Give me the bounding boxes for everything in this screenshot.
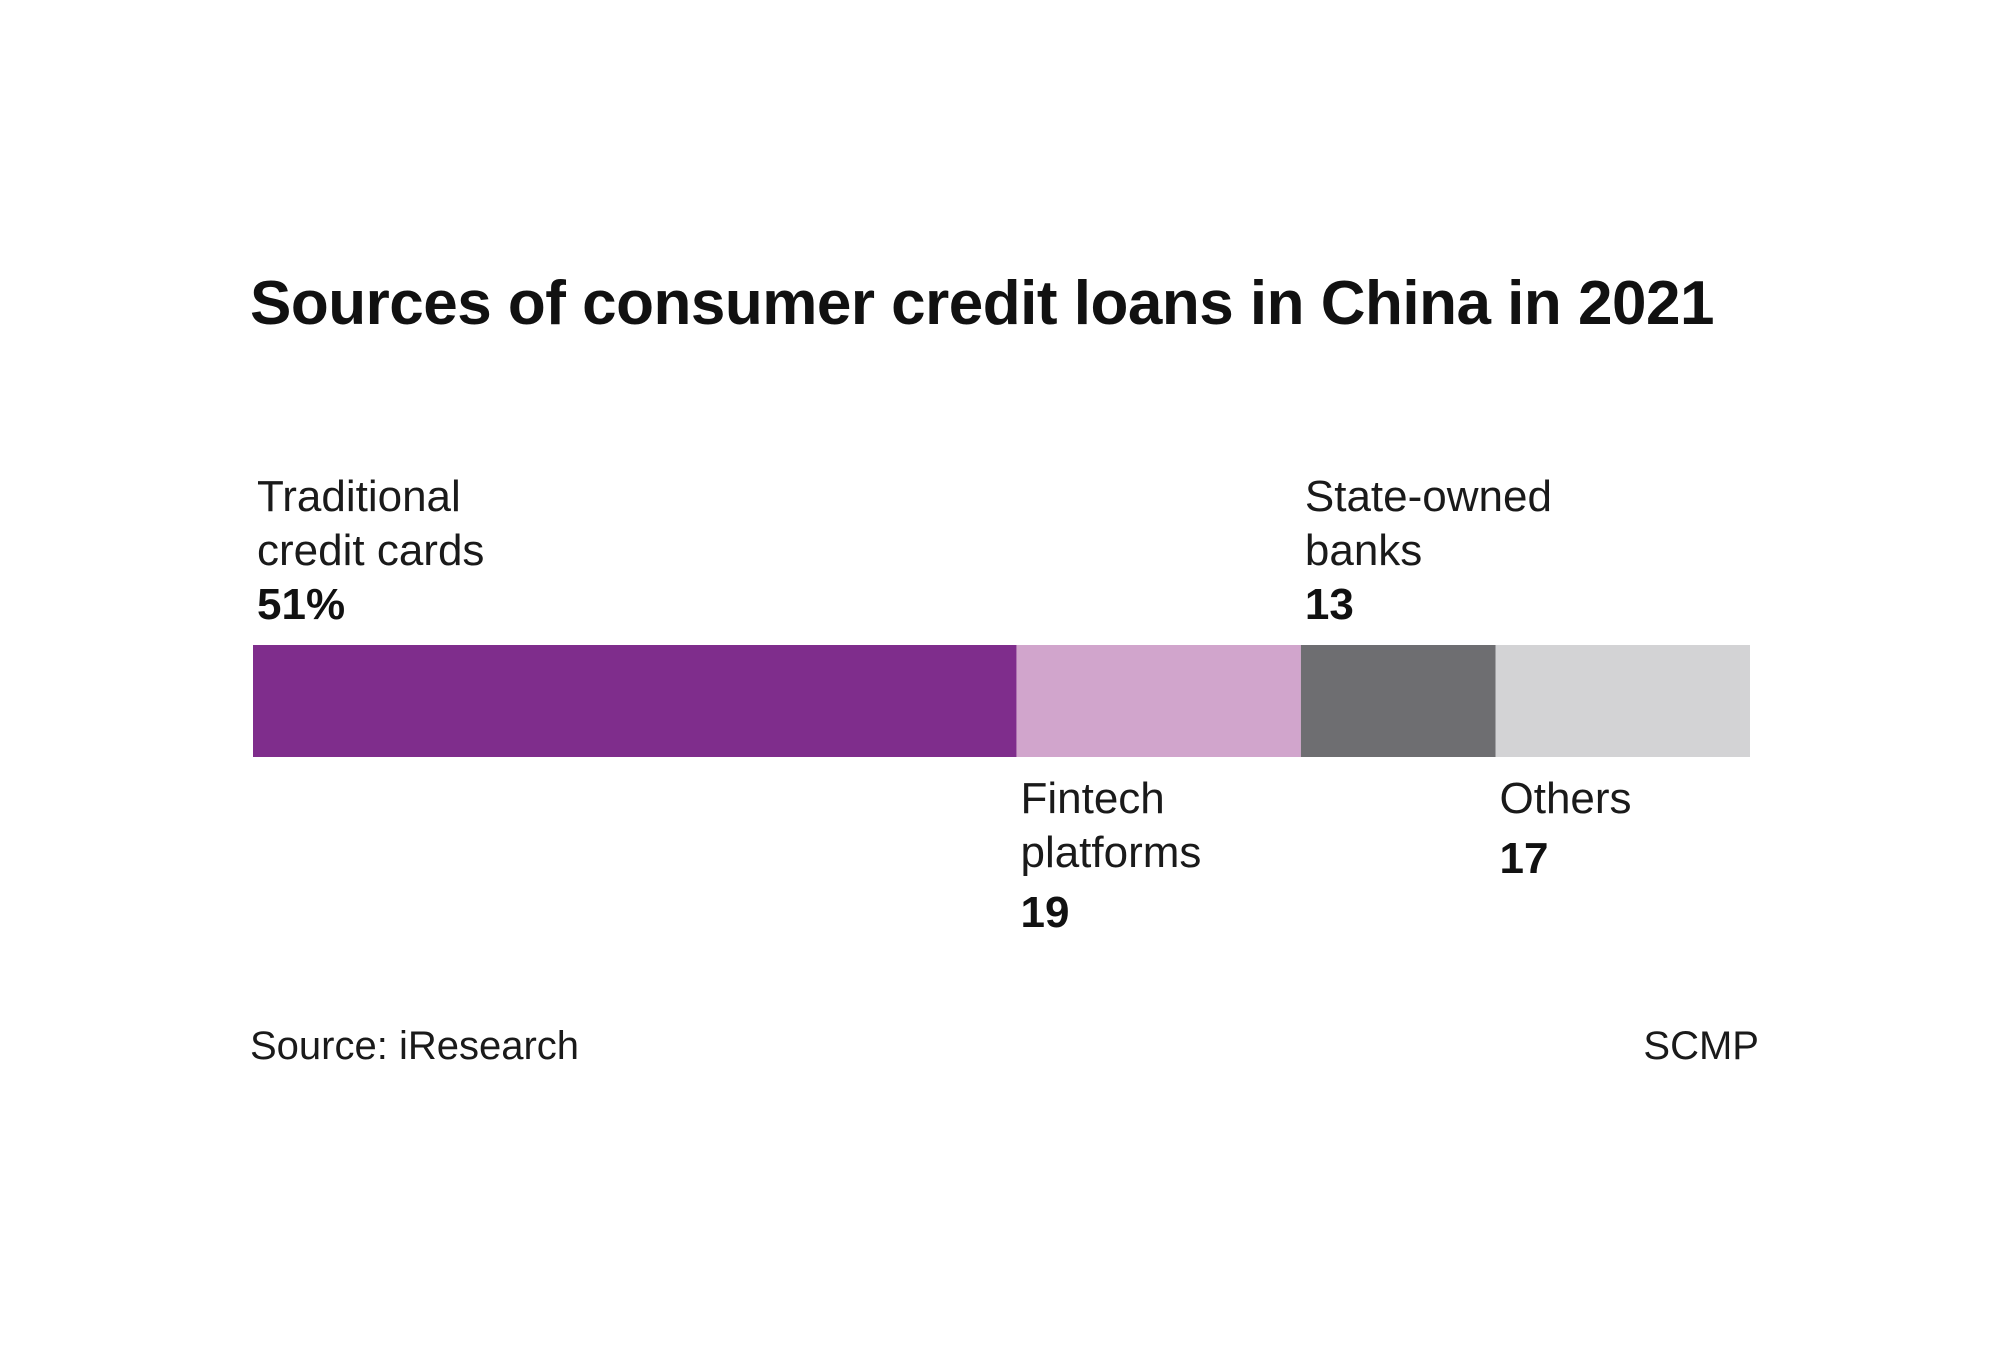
segment-label-0-line-1: credit cards <box>257 526 484 575</box>
segment-label-2-line-1: banks <box>1305 526 1422 575</box>
source-note: Source: iResearch <box>250 1024 580 1068</box>
segment-label-1-line-1: platforms <box>1020 828 1201 877</box>
bar-segment-0 <box>253 645 1017 757</box>
segment-value-2: 13 <box>1305 580 1354 629</box>
bar-segment-1 <box>1016 645 1301 757</box>
segment-value-0: 51% <box>257 580 345 629</box>
bar-segment-3 <box>1495 645 1750 757</box>
publisher-credit: SCMP <box>1643 1024 1759 1068</box>
segment-value-3: 17 <box>1500 834 1549 883</box>
chart-title: Sources of consumer credit loans in Chin… <box>250 269 1714 338</box>
bar-segment-2 <box>1300 645 1496 757</box>
segment-label-3-line-0: Others <box>1500 774 1632 823</box>
segment-label-1-line-0: Fintech <box>1020 774 1164 823</box>
segment-label-2-line-0: State-owned <box>1305 472 1552 521</box>
label-group: Traditional credit cards 51% Fintech platfor… <box>257 472 1632 937</box>
bar-group <box>253 645 1750 757</box>
segment-value-1: 19 <box>1020 888 1069 937</box>
segment-label-0-line-0: Traditional <box>257 472 461 521</box>
